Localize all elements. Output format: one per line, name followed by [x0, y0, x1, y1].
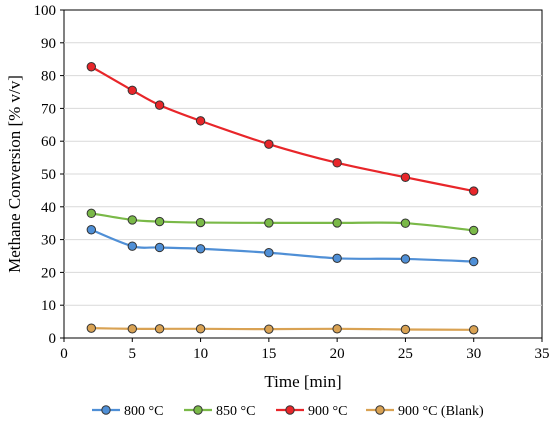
- data-point: [400, 254, 411, 264]
- data-point: [86, 323, 97, 333]
- data-point: [127, 85, 137, 96]
- data-point: [332, 253, 342, 263]
- data-point: [195, 244, 206, 254]
- legend: 800 °C 850 °C 900 °C 900 °C (Blank): [92, 404, 484, 419]
- y-tick-label: 50: [41, 167, 56, 183]
- legend-item: 800 °C: [92, 404, 163, 419]
- y-tick-label: 10: [41, 298, 56, 314]
- data-point: [400, 324, 411, 335]
- series-group: [86, 62, 479, 335]
- y-tick-label: 40: [41, 200, 56, 216]
- data-point: [264, 218, 274, 228]
- data-point: [86, 62, 97, 72]
- data-point: [469, 325, 479, 335]
- data-point: [154, 242, 165, 253]
- data-point: [264, 248, 274, 258]
- legend-item: 850 °C: [184, 404, 255, 419]
- x-axis-title: Time [min]: [264, 372, 341, 391]
- x-tick-label: 10: [193, 346, 208, 362]
- data-point: [332, 158, 342, 168]
- x-tick-label: 15: [261, 346, 276, 362]
- data-point: [154, 216, 165, 227]
- y-axis-title: Methane Conversion [% v/v]: [5, 75, 24, 273]
- gridlines: [64, 42, 542, 306]
- data-point: [127, 324, 137, 334]
- data-point: [195, 217, 206, 228]
- data-point: [400, 172, 411, 182]
- y-tick-label: 70: [41, 101, 56, 117]
- series-3: [86, 62, 479, 196]
- axes: 0 10 20 30 40 50 60 70 80 90 100 0 5 10 15 20 25 30 35: [34, 3, 550, 362]
- data-point: [469, 225, 479, 236]
- x-tick-label: 0: [60, 346, 68, 362]
- legend-swatch-marker: [101, 405, 111, 415]
- data-point: [127, 241, 137, 251]
- y-tick-label: 20: [41, 265, 56, 281]
- legend-item: 900 °C (Blank): [366, 404, 484, 419]
- x-tick-label: 30: [466, 346, 481, 362]
- data-point: [86, 208, 97, 219]
- data-point: [154, 324, 165, 334]
- data-point: [264, 139, 274, 149]
- data-point: [332, 324, 342, 334]
- y-tick-label: 80: [41, 69, 56, 85]
- data-point: [86, 225, 97, 235]
- data-point: [469, 186, 479, 196]
- legend-swatch-marker: [285, 405, 295, 415]
- data-point: [154, 100, 165, 110]
- legend-label: 900 °C: [308, 404, 347, 419]
- legend-label: 800 °C: [124, 404, 163, 419]
- x-tick-label: 5: [129, 346, 137, 362]
- series-1: [86, 225, 479, 267]
- data-point: [264, 324, 274, 334]
- y-tick-label: 30: [41, 233, 56, 249]
- y-tick-label: 100: [34, 3, 57, 19]
- data-point: [195, 324, 206, 334]
- legend-label: 850 °C: [216, 404, 255, 419]
- legend-swatch-marker: [193, 405, 203, 415]
- x-tick-label: 25: [398, 346, 413, 362]
- y-tick-label: 90: [41, 36, 56, 52]
- series-2: [86, 208, 479, 236]
- legend-swatch-marker: [375, 405, 385, 415]
- data-point: [127, 215, 137, 225]
- data-point: [332, 218, 342, 228]
- series-4: [86, 323, 479, 335]
- data-point: [195, 116, 206, 126]
- y-tick-label: 0: [49, 331, 57, 347]
- x-tick-label: 35: [535, 346, 550, 362]
- y-tick-label: 60: [41, 134, 56, 150]
- data-point: [400, 218, 411, 228]
- x-tick-label: 20: [330, 346, 345, 362]
- legend-item: 900 °C: [276, 404, 347, 419]
- data-point: [469, 256, 479, 267]
- legend-label: 900 °C (Blank): [398, 404, 484, 419]
